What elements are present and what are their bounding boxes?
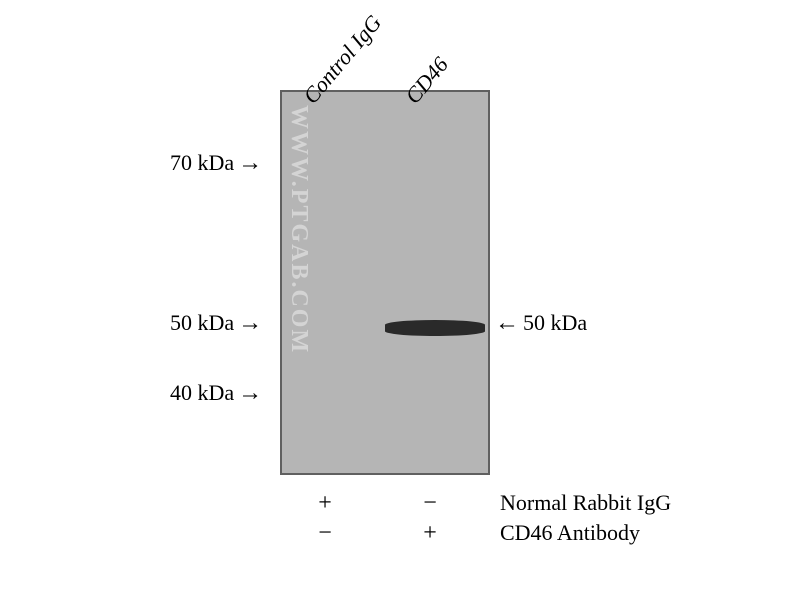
marker-40kda-text: 40 kDa bbox=[170, 380, 234, 405]
arrow-right-icon: → bbox=[238, 310, 262, 337]
watermark-text: WWW.PTGAB.COM bbox=[287, 105, 312, 455]
arrow-right-icon: → bbox=[238, 380, 262, 407]
condition-label-1: Normal Rabbit IgG bbox=[500, 490, 671, 516]
marker-70kda: 70 kDa→ bbox=[170, 150, 262, 177]
watermark-container: WWW.PTGAB.COM bbox=[287, 105, 317, 465]
marker-50kda-text: 50 kDa bbox=[170, 310, 234, 335]
band-label-50kda: ←50 kDa bbox=[495, 310, 587, 337]
condition-r2-l1: − bbox=[310, 520, 340, 547]
marker-70kda-text: 70 kDa bbox=[170, 150, 234, 175]
western-blot-figure: WWW.PTGAB.COM Control IgG CD46 70 kDa→ 5… bbox=[80, 20, 720, 580]
band-label-text: 50 kDa bbox=[523, 310, 587, 335]
marker-40kda: 40 kDa→ bbox=[170, 380, 262, 407]
condition-label-2: CD46 Antibody bbox=[500, 520, 640, 546]
arrow-left-icon: ← bbox=[495, 310, 519, 337]
arrow-right-icon: → bbox=[238, 150, 262, 177]
condition-r1-l2: − bbox=[415, 490, 445, 517]
condition-r1-l1: + bbox=[310, 490, 340, 517]
marker-50kda: 50 kDa→ bbox=[170, 310, 262, 337]
condition-r2-l2: + bbox=[415, 520, 445, 547]
protein-band bbox=[385, 320, 485, 336]
